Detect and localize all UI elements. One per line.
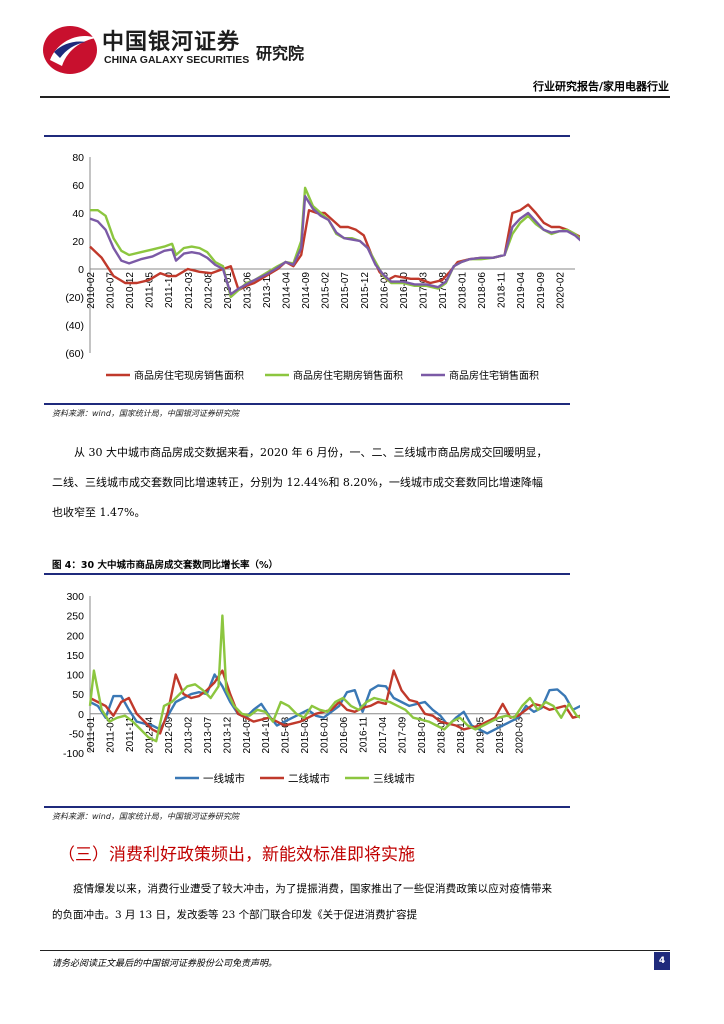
section-title: （三）消费利好政策频出，新能效标准即将实施 bbox=[58, 845, 415, 865]
figure4-title: 图 4：30 大中城市商品房成交套数同比增长率（%） bbox=[52, 560, 278, 571]
figure4-bottom-rule bbox=[44, 806, 570, 808]
x-tick-label: 2016-10 bbox=[399, 272, 410, 309]
company-logo: 中国银河证券 CHINA GALAXY SECURITIES 研究院 bbox=[40, 22, 310, 78]
galaxy-logo-icon bbox=[43, 26, 97, 74]
x-tick-label: 2011-01 bbox=[86, 716, 97, 752]
x-tick-label: 2013-07 bbox=[203, 716, 214, 753]
x-tick-label: 2016-05 bbox=[379, 272, 390, 309]
x-tick-label: 2015-07 bbox=[340, 272, 351, 309]
x-tick-label: 2012-09 bbox=[164, 716, 175, 753]
x-tick-label: 2012-04 bbox=[144, 716, 155, 753]
x-tick-label: 2016-06 bbox=[339, 716, 350, 753]
x-tick-label: 2011-11 bbox=[125, 716, 136, 752]
legend-label: 商品房住宅现房销售面积 bbox=[134, 369, 244, 382]
y-tick-label: 250 bbox=[66, 611, 84, 623]
x-tick-label: 2019-04 bbox=[516, 272, 527, 309]
legend-label: 二线城市 bbox=[288, 772, 330, 785]
series-line-1 bbox=[89, 203, 580, 292]
x-tick-label: 2013-12 bbox=[222, 716, 233, 753]
legend-label: 商品房住宅期房销售面积 bbox=[293, 369, 403, 382]
chart-housing-sales-area: 80 60 40 20 0 (20) (40) (60) 2010-02 2010-07 2010-… bbox=[65, 152, 580, 382]
series-line-3 bbox=[88, 614, 580, 743]
y-tick-label: 150 bbox=[66, 650, 84, 662]
x-tick-label: 2015-08 bbox=[300, 716, 311, 753]
section-paragraph: 疫情爆发以来，消费行业遭受了较大冲击，为了提振消费，国家推出了一些促消费政策以应… bbox=[52, 876, 552, 928]
x-tick-label: 2017-04 bbox=[378, 716, 389, 753]
y-tick-label: -50 bbox=[69, 728, 84, 740]
x-tick-label: 2011-10 bbox=[164, 272, 175, 308]
figure3-top-rule bbox=[44, 135, 570, 137]
y-tick-label: -100 bbox=[63, 748, 84, 760]
x-tick-label: 2015-03 bbox=[281, 716, 292, 753]
x-tick-label: 2010-02 bbox=[86, 272, 97, 309]
figure4-top-rule bbox=[44, 573, 570, 575]
x-tick-label: 2020-03 bbox=[514, 716, 525, 753]
x-tick-label: 2018-01 bbox=[458, 272, 469, 309]
x-tick-label: 2012-03 bbox=[184, 272, 195, 309]
x-tick-label: 2017-03 bbox=[418, 272, 429, 309]
x-tick-label: 2020-02 bbox=[555, 272, 566, 309]
x-tick-label: 2019-05 bbox=[475, 716, 486, 753]
section-paragraph-text: 疫情爆发以来，消费行业遭受了较大冲击，为了提振消费，国家推出了一些促消费政策以应… bbox=[52, 883, 552, 921]
figure4-source: 资料来源：wind，国家统计局，中国银河证券研究院 bbox=[52, 812, 239, 821]
y-tick-label: 20 bbox=[72, 236, 84, 248]
x-tick-label: 2015-12 bbox=[360, 272, 371, 309]
y-tick-label: (40) bbox=[65, 320, 84, 332]
figure3-source: 资料来源：wind，国家统计局，中国银河证券研究院 bbox=[52, 409, 239, 418]
x-tick-label: 2014-10 bbox=[261, 716, 272, 753]
y-tick-label: 50 bbox=[72, 689, 84, 701]
y-tick-label: 40 bbox=[72, 208, 84, 220]
x-tick-label: 2011-05 bbox=[145, 272, 156, 308]
header-divider bbox=[40, 96, 670, 98]
x-tick-label: 2010-12 bbox=[125, 272, 136, 309]
y-tick-label: 200 bbox=[66, 630, 84, 642]
x-tick-label: 2016-11 bbox=[359, 716, 370, 752]
figure3-bottom-rule bbox=[44, 403, 570, 405]
x-tick-label: 2017-09 bbox=[398, 716, 409, 753]
body-paragraph: 从 30 大中城市商品房成交数据来看，2020 年 6 月份，一、二、三线城市商… bbox=[52, 438, 552, 528]
legend-label: 三线城市 bbox=[373, 772, 415, 785]
x-tick-label: 2014-05 bbox=[242, 716, 253, 753]
logo-english-name: CHINA GALAXY SECURITIES bbox=[104, 54, 250, 66]
y-tick-label: 60 bbox=[72, 180, 84, 192]
page-number: 4 bbox=[654, 952, 670, 970]
x-tick-label: 2017-08 bbox=[438, 272, 449, 309]
y-tick-label: (20) bbox=[65, 292, 84, 304]
y-tick-label: (60) bbox=[65, 348, 84, 360]
x-tick-label: 2013-06 bbox=[242, 272, 253, 309]
x-tick-label: 2013-02 bbox=[183, 716, 194, 753]
x-tick-label: 2018-07 bbox=[436, 716, 447, 753]
x-tick-label: 2018-11 bbox=[497, 272, 508, 308]
x-tick-label: 2014-04 bbox=[282, 272, 293, 309]
series-line-3 bbox=[89, 195, 580, 296]
legend-label: 一线城市 bbox=[203, 772, 245, 785]
x-tick-label: 2016-01 bbox=[320, 716, 331, 753]
x-tick-label: 2019-09 bbox=[536, 272, 547, 309]
x-tick-label: 2018-12 bbox=[456, 716, 467, 753]
x-tick-label: 2012-08 bbox=[203, 272, 214, 309]
x-tick-label: 2013-11 bbox=[262, 272, 273, 308]
y-tick-label: 0 bbox=[78, 264, 84, 276]
legend-label: 商品房住宅销售面积 bbox=[449, 369, 539, 382]
footer-disclaimer: 请务必阅读正文最后的中国银河证券股份公司免责声明。 bbox=[52, 959, 278, 969]
x-tick-label: 2018-06 bbox=[477, 272, 488, 309]
x-tick-label: 2011-06 bbox=[105, 716, 116, 752]
report-type: 行业研究报告/家用电器行业 bbox=[532, 80, 669, 93]
y-tick-label: 80 bbox=[72, 152, 84, 164]
logo-chinese-name: 中国银河证券 bbox=[102, 30, 241, 55]
x-tick-label: 2019-10 bbox=[495, 716, 506, 753]
x-tick-label: 2015-02 bbox=[321, 272, 332, 309]
paragraph-text: 从 30 大中城市商品房成交数据来看，2020 年 6 月份，一、二、三线城市商… bbox=[52, 446, 548, 519]
x-tick-label: 2018-02 bbox=[417, 716, 428, 753]
x-tick-label: 2010-07 bbox=[106, 272, 117, 309]
y-tick-label: 0 bbox=[78, 709, 84, 721]
logo-institute: 研究院 bbox=[256, 44, 305, 63]
y-tick-label: 300 bbox=[66, 591, 84, 603]
x-tick-label: 2014-09 bbox=[301, 272, 312, 309]
y-tick-label: 100 bbox=[66, 670, 84, 682]
footer-divider bbox=[40, 950, 670, 951]
